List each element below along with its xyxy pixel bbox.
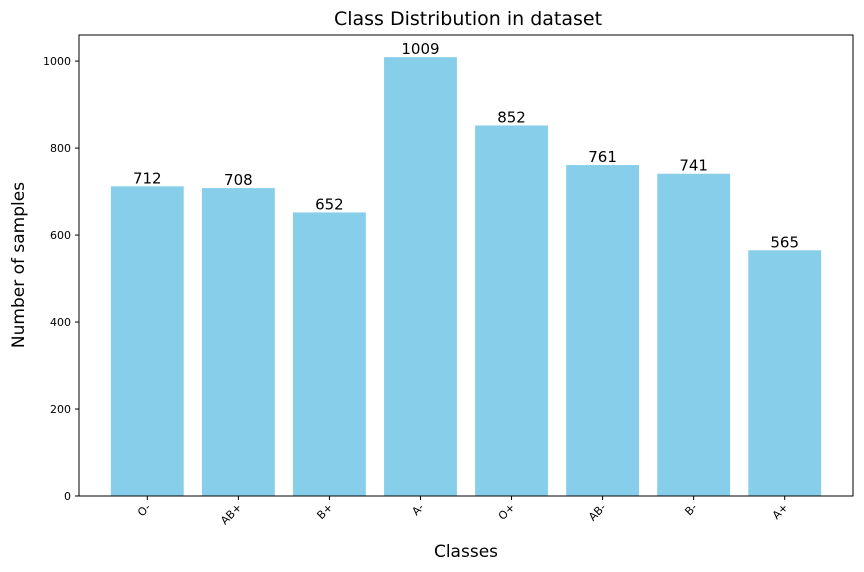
y-axis-title: Number of samples — [9, 182, 29, 348]
x-tick-label: A- — [409, 501, 426, 518]
data-label: 565 — [770, 233, 799, 251]
data-label: 708 — [224, 171, 253, 189]
plot-frame — [78, 34, 854, 497]
x-tick-label: AB- — [586, 501, 609, 524]
bar-A- — [384, 57, 457, 497]
bar-A+ — [748, 250, 822, 496]
data-label: 712 — [133, 169, 162, 187]
bar-B+ — [292, 212, 366, 496]
x-tick-label: B- — [682, 501, 699, 518]
bar-O- — [110, 186, 184, 496]
data-label: 761 — [588, 148, 617, 166]
data-label: 652 — [315, 195, 344, 213]
x-axis-title: Classes — [434, 542, 498, 562]
y-tick-label: 400 — [50, 316, 71, 329]
bar-AB- — [566, 165, 640, 496]
y-tick-label: 1000 — [43, 55, 71, 68]
x-tick-label: B+ — [314, 501, 335, 522]
bar-B- — [657, 173, 731, 496]
x-tick-label: O+ — [496, 501, 518, 523]
y-tick-label: 0 — [64, 490, 71, 503]
x-axis-ticks: O- AB+ B+ A- O+ AB- B- A+ — [135, 496, 791, 527]
chart-title: Class Distribution in dataset — [334, 8, 602, 30]
x-tick-label: AB+ — [218, 501, 244, 527]
bar-AB+ — [201, 188, 275, 496]
y-tick-label: 600 — [50, 229, 71, 242]
bar-O+ — [475, 125, 548, 496]
x-tick-label: O- — [135, 501, 153, 519]
data-label: 1009 — [401, 40, 439, 58]
bars: 712 708 652 1009 852 761 741 565 — [110, 40, 822, 497]
y-tick-label: 200 — [50, 403, 71, 416]
data-label: 741 — [679, 157, 708, 175]
y-tick-label: 800 — [50, 142, 71, 155]
x-tick-label: A+ — [770, 501, 791, 522]
y-axis-ticks: 0 200 400 600 800 1000 — [43, 55, 79, 503]
data-label: 852 — [497, 108, 526, 126]
